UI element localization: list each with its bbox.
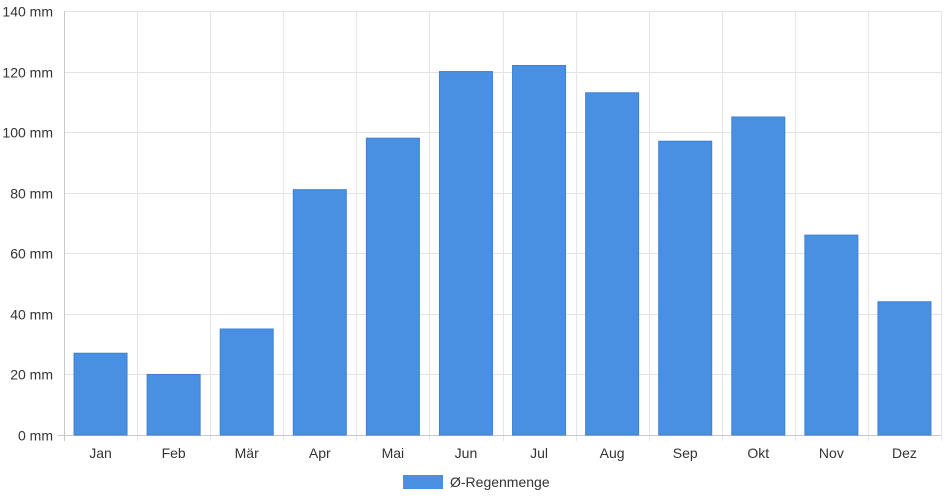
x-tick-label: Jul (530, 445, 548, 461)
y-tick-label: 140 mm (2, 4, 53, 20)
x-tick-label: Mär (235, 445, 259, 461)
legend[interactable]: Ø-Regenmenge (403, 474, 550, 490)
x-tick-label: Aug (600, 445, 625, 461)
bar-Apr[interactable] (292, 189, 347, 436)
y-tick-label: 120 mm (2, 65, 53, 81)
grid-lines (64, 11, 942, 441)
bar-Mär[interactable] (219, 328, 274, 436)
y-tick-label: 40 mm (10, 307, 53, 323)
x-tick-label: Okt (747, 445, 769, 461)
x-tick-label: Feb (162, 445, 186, 461)
bar-Jul[interactable] (512, 65, 567, 436)
x-tick-labels: Jan Feb Mär Apr Mai Jun Jul Aug Sep Okt Nov Dez (89, 445, 917, 461)
bar-Okt[interactable] (731, 116, 786, 436)
x-tick-label: Nov (819, 445, 844, 461)
y-tick-label: 80 mm (10, 186, 53, 202)
x-tick-label: Apr (309, 445, 331, 461)
y-tick-label: 20 mm (10, 367, 53, 383)
bar-Aug[interactable] (585, 92, 640, 436)
y-tick-label: 100 mm (2, 125, 53, 141)
y-tick-labels: 0 mm 20 mm 40 mm 60 mm 80 mm 100 mm 120 mm 140 … (2, 4, 53, 444)
x-tick-label: Jun (455, 445, 478, 461)
bars (73, 65, 932, 436)
x-tick-label: Jan (89, 445, 112, 461)
bar-Mai[interactable] (365, 137, 420, 436)
x-tick-label: Mai (382, 445, 405, 461)
legend-label[interactable]: Ø-Regenmenge (450, 474, 550, 490)
bar-Sep[interactable] (658, 140, 713, 436)
x-tick-label: Sep (673, 445, 698, 461)
bar-Nov[interactable] (804, 234, 859, 436)
axes (58, 11, 941, 441)
bar-Dez[interactable] (877, 301, 932, 436)
y-tick-label: 60 mm (10, 246, 53, 262)
x-tick-label: Dez (892, 445, 917, 461)
bar-Jan[interactable] (73, 352, 128, 436)
y-tick-label: 0 mm (18, 428, 53, 444)
bar-Feb[interactable] (146, 373, 201, 436)
bar-Jun[interactable] (438, 71, 493, 436)
legend-swatch[interactable] (403, 475, 443, 489)
